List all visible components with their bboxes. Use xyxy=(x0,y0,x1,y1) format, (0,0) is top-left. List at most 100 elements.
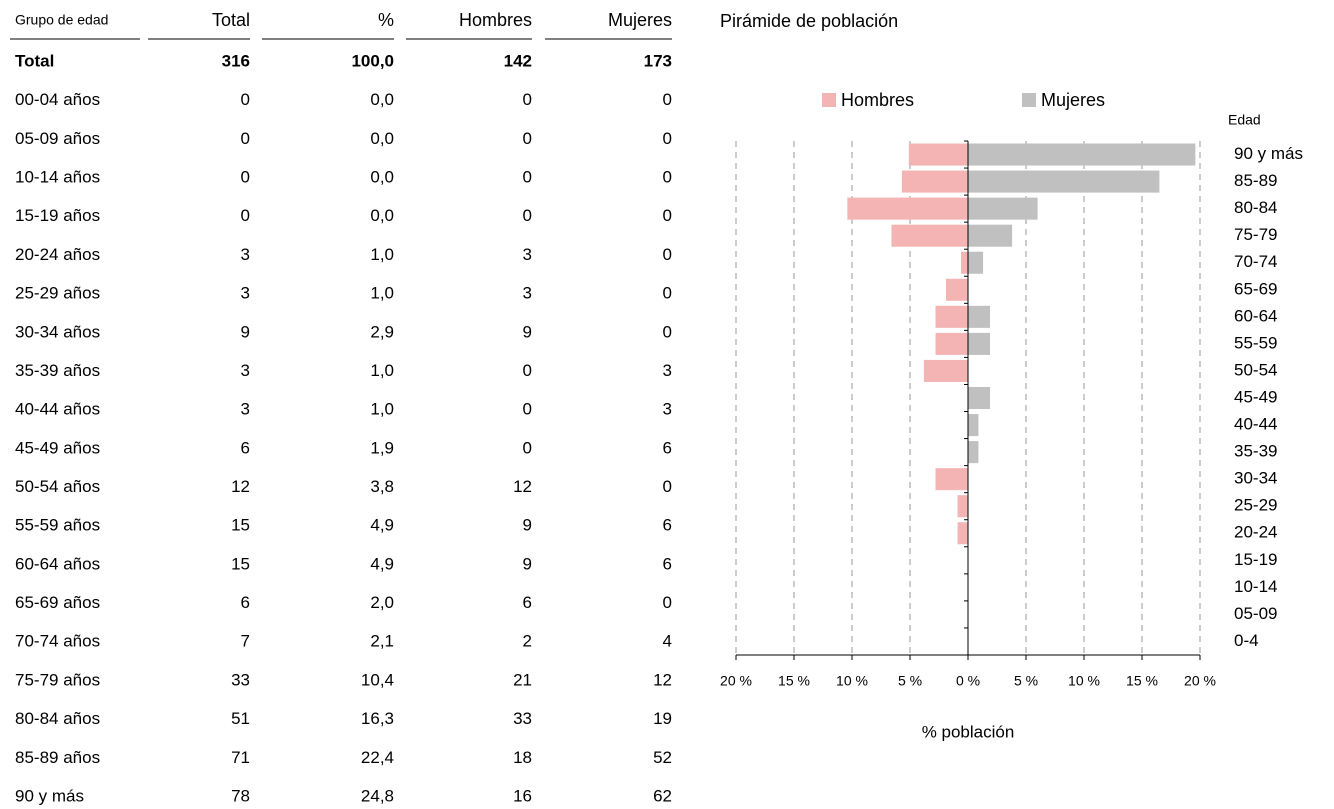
bar xyxy=(847,197,968,220)
y-tick-label: 20-24 xyxy=(1234,523,1277,542)
table-cell: 0 xyxy=(663,206,672,225)
table-cell: 10-14 años xyxy=(15,168,100,187)
table-cell: 45-49 años xyxy=(15,438,100,457)
legend-label: Mujeres xyxy=(1041,90,1105,110)
table-cell: 65-69 años xyxy=(15,593,100,612)
y-tick-label: 50-54 xyxy=(1234,360,1277,379)
bar xyxy=(968,170,1160,193)
bar xyxy=(968,414,979,437)
x-tick-label: 0 % xyxy=(956,673,980,689)
table-cell: 20-24 años xyxy=(15,245,100,264)
table-cell: 3 xyxy=(523,245,532,264)
table-header: Grupo de edad xyxy=(15,12,108,28)
table-cell: 0 xyxy=(663,322,672,341)
bar xyxy=(968,332,991,355)
table-cell: 3 xyxy=(241,400,250,419)
table-cell: 0 xyxy=(663,168,672,187)
table-cell: 0 xyxy=(241,90,250,109)
bar xyxy=(968,143,1196,166)
y-tick-label: 35-39 xyxy=(1234,442,1277,461)
table-cell: 6 xyxy=(663,554,672,573)
table-cell: 9 xyxy=(523,516,532,535)
x-axis-label: % población xyxy=(922,722,1015,741)
table-cell: 1,0 xyxy=(370,400,394,419)
y-tick-label: 90 y más xyxy=(1234,144,1303,163)
x-tick-label: 5 % xyxy=(898,673,922,689)
table-header: Hombres xyxy=(459,10,532,30)
table-cell: 15-19 años xyxy=(15,206,100,225)
bar xyxy=(957,495,968,518)
table-cell: 0 xyxy=(241,206,250,225)
table-cell: 0 xyxy=(663,245,672,264)
y-tick-label: 55-59 xyxy=(1234,333,1277,352)
table-cell: 12 xyxy=(653,670,672,689)
y-tick-label: 45-49 xyxy=(1234,387,1277,406)
table-cell: 12 xyxy=(231,477,250,496)
table-cell: 75-79 años xyxy=(15,670,100,689)
table-cell: 0 xyxy=(523,129,532,148)
table-cell: 00-04 años xyxy=(15,90,100,109)
table-cell: 0,0 xyxy=(370,206,394,225)
table-cell: 35-39 años xyxy=(15,361,100,380)
table-cell: 0,0 xyxy=(370,168,394,187)
table-cell: 3 xyxy=(241,284,250,303)
table-cell: 7 xyxy=(241,632,250,651)
table-cell: 0 xyxy=(663,129,672,148)
table-cell: 6 xyxy=(663,516,672,535)
table-cell: 51 xyxy=(231,709,250,728)
x-tick-label: 20 % xyxy=(1184,673,1216,689)
x-tick-label: 10 % xyxy=(836,673,868,689)
table-cell: 33 xyxy=(231,670,250,689)
y-tick-label: 80-84 xyxy=(1234,198,1277,217)
table-cell: 52 xyxy=(653,748,672,767)
table-cell: 25-29 años xyxy=(15,284,100,303)
table-cell: 9 xyxy=(523,322,532,341)
table-cell: 1,0 xyxy=(370,245,394,264)
y-tick-label: 65-69 xyxy=(1234,279,1277,298)
bar xyxy=(968,251,984,274)
table-cell: 0 xyxy=(663,477,672,496)
table-cell: 0 xyxy=(523,90,532,109)
y-tick-label: 85-89 xyxy=(1234,171,1277,190)
bar xyxy=(945,278,968,301)
table-cell: 6 xyxy=(241,438,250,457)
table-cell: 2,1 xyxy=(370,632,394,651)
bar xyxy=(935,332,968,355)
table-cell: 55-59 años xyxy=(15,516,100,535)
table-cell: 12 xyxy=(513,477,532,496)
table-cell: 1,0 xyxy=(370,284,394,303)
table-cell: 0 xyxy=(523,168,532,187)
table-cell: 0 xyxy=(241,129,250,148)
table-cell: Total xyxy=(15,51,54,70)
table-cell: 22,4 xyxy=(361,748,394,767)
bar xyxy=(968,197,1038,220)
bar xyxy=(968,386,991,410)
table-header: Total xyxy=(212,10,250,30)
table-cell: 18 xyxy=(513,748,532,767)
table-cell: 62 xyxy=(653,786,672,805)
table-cell: 24,8 xyxy=(361,786,394,805)
table-cell: 142 xyxy=(504,51,532,70)
table-cell: 4,9 xyxy=(370,516,394,535)
table-cell: 85-89 años xyxy=(15,748,100,767)
table-cell: 21 xyxy=(513,670,532,689)
x-tick-label: 10 % xyxy=(1068,673,1100,689)
x-tick-label: 15 % xyxy=(778,673,810,689)
bar xyxy=(908,143,968,166)
table-cell: 33 xyxy=(513,709,532,728)
table-cell: 16,3 xyxy=(361,709,394,728)
table-cell: 0,0 xyxy=(370,90,394,109)
table-cell: 10,4 xyxy=(361,670,394,689)
y-tick-label: 0-4 xyxy=(1234,631,1259,650)
y-axis-label: Edad xyxy=(1228,112,1261,128)
y-tick-label: 40-44 xyxy=(1234,415,1277,434)
table-cell: 80-84 años xyxy=(15,709,100,728)
table-cell: 0 xyxy=(523,438,532,457)
bar xyxy=(935,468,968,491)
table-cell: 0 xyxy=(663,284,672,303)
table-cell: 100,0 xyxy=(351,51,394,70)
bar xyxy=(968,441,979,464)
table-cell: 40-44 años xyxy=(15,400,100,419)
table-cell: 3 xyxy=(523,284,532,303)
table-cell: 3,8 xyxy=(370,477,394,496)
